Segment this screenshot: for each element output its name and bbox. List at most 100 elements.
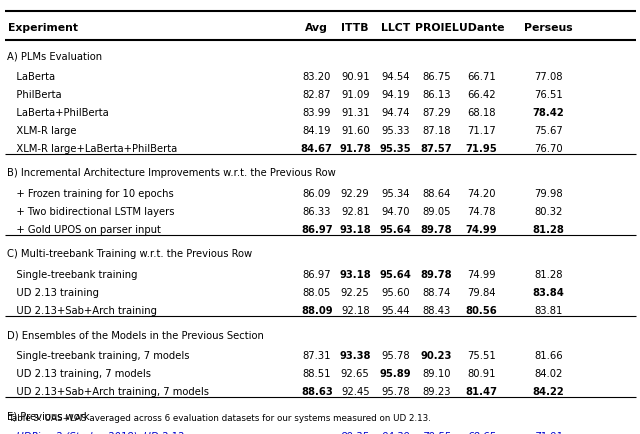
Text: UDPipe 2 (Straka, 2018), UD 2.12: UDPipe 2 (Straka, 2018), UD 2.12 — [7, 431, 184, 434]
Text: 89.78: 89.78 — [420, 270, 452, 279]
Text: 87.31: 87.31 — [303, 350, 331, 360]
Text: 95.89: 95.89 — [380, 368, 412, 378]
Text: 74.99: 74.99 — [467, 270, 495, 279]
Text: LLCT: LLCT — [381, 23, 410, 33]
Text: Table 3: UAS+LAS averaged across 6 evaluation datasets for our systems measured : Table 3: UAS+LAS averaged across 6 evalu… — [8, 413, 431, 422]
Text: 91.09: 91.09 — [341, 90, 369, 100]
Text: 84.22: 84.22 — [532, 386, 564, 396]
Text: 84.19: 84.19 — [303, 126, 331, 136]
Text: 66.42: 66.42 — [467, 90, 495, 100]
Text: 88.63: 88.63 — [301, 386, 333, 396]
Text: 92.18: 92.18 — [341, 305, 369, 315]
Text: LaBerta: LaBerta — [7, 72, 55, 82]
Text: 92.29: 92.29 — [341, 188, 369, 198]
Text: 77.08: 77.08 — [534, 72, 563, 82]
Text: 93.38: 93.38 — [339, 350, 371, 360]
Text: UD 2.13+Sab+Arch training, 7 models: UD 2.13+Sab+Arch training, 7 models — [7, 386, 209, 396]
Text: PROIEL: PROIEL — [415, 23, 458, 33]
Text: 95.78: 95.78 — [381, 386, 410, 396]
Text: Perseus: Perseus — [524, 23, 573, 33]
Text: 81.28: 81.28 — [534, 270, 563, 279]
Text: 79.55: 79.55 — [422, 431, 451, 434]
Text: 89.05: 89.05 — [422, 207, 451, 217]
Text: 94.70: 94.70 — [381, 207, 410, 217]
Text: 87.29: 87.29 — [422, 108, 451, 118]
Text: 95.35: 95.35 — [380, 144, 412, 154]
Text: 86.09: 86.09 — [303, 188, 331, 198]
Text: 83.84: 83.84 — [532, 287, 564, 297]
Text: 86.13: 86.13 — [422, 90, 451, 100]
Text: 68.18: 68.18 — [467, 108, 495, 118]
Text: C) Multi-treebank Training w.r.t. the Previous Row: C) Multi-treebank Training w.r.t. the Pr… — [7, 249, 252, 259]
Text: 89.10: 89.10 — [422, 368, 451, 378]
Text: 95.64: 95.64 — [380, 224, 412, 234]
Text: 92.45: 92.45 — [341, 386, 369, 396]
Text: UD 2.13+Sab+Arch training: UD 2.13+Sab+Arch training — [7, 305, 157, 315]
Text: 87.18: 87.18 — [422, 126, 451, 136]
Text: 93.18: 93.18 — [339, 224, 371, 234]
Text: 71.91: 71.91 — [534, 431, 563, 434]
Text: Single-treebank training: Single-treebank training — [7, 270, 138, 279]
Text: 83.99: 83.99 — [303, 108, 331, 118]
Text: 81.66: 81.66 — [534, 350, 563, 360]
Text: 79.84: 79.84 — [467, 287, 495, 297]
Text: + Two bidirectional LSTM layers: + Two bidirectional LSTM layers — [7, 207, 175, 217]
Text: 78.42: 78.42 — [532, 108, 564, 118]
Text: 80.32: 80.32 — [534, 207, 563, 217]
Text: 94.39: 94.39 — [381, 431, 410, 434]
Text: 74.99: 74.99 — [465, 224, 497, 234]
Text: 93.18: 93.18 — [339, 270, 371, 279]
Text: 89.78: 89.78 — [420, 224, 452, 234]
Text: 92.81: 92.81 — [341, 207, 369, 217]
Text: 89.23: 89.23 — [422, 386, 451, 396]
Text: 95.60: 95.60 — [381, 287, 410, 297]
Text: A) PLMs Evaluation: A) PLMs Evaluation — [7, 51, 102, 61]
Text: 95.64: 95.64 — [380, 270, 412, 279]
Text: PhilBerta: PhilBerta — [7, 90, 61, 100]
Text: LaBerta+PhilBerta: LaBerta+PhilBerta — [7, 108, 109, 118]
Text: 84.02: 84.02 — [534, 368, 563, 378]
Text: 95.78: 95.78 — [381, 350, 410, 360]
Text: 71.95: 71.95 — [465, 144, 497, 154]
Text: 94.19: 94.19 — [381, 90, 410, 100]
Text: 83.81: 83.81 — [534, 305, 563, 315]
Text: 84.67: 84.67 — [301, 144, 333, 154]
Text: E) Previous work: E) Previous work — [7, 410, 90, 420]
Text: 79.98: 79.98 — [534, 188, 563, 198]
Text: 88.64: 88.64 — [422, 188, 451, 198]
Text: 91.78: 91.78 — [339, 144, 371, 154]
Text: 92.25: 92.25 — [341, 287, 369, 297]
Text: UDante: UDante — [458, 23, 504, 33]
Text: XLM-R large: XLM-R large — [7, 126, 77, 136]
Text: 88.09: 88.09 — [301, 305, 333, 315]
Text: UD 2.13 training: UD 2.13 training — [7, 287, 99, 297]
Text: Avg: Avg — [305, 23, 328, 33]
Text: XLM-R large+LaBerta+PhilBerta: XLM-R large+LaBerta+PhilBerta — [7, 144, 177, 154]
Text: 90.23: 90.23 — [420, 350, 452, 360]
Text: 86.33: 86.33 — [303, 207, 331, 217]
Text: 74.20: 74.20 — [467, 188, 495, 198]
Text: 66.71: 66.71 — [467, 72, 495, 82]
Text: 83.20: 83.20 — [303, 72, 331, 82]
Text: 76.70: 76.70 — [534, 144, 563, 154]
Text: 82.87: 82.87 — [303, 90, 331, 100]
Text: 88.74: 88.74 — [422, 287, 451, 297]
Text: 71.17: 71.17 — [467, 126, 495, 136]
Text: 88.51: 88.51 — [303, 368, 331, 378]
Text: 88.05: 88.05 — [303, 287, 331, 297]
Text: 75.67: 75.67 — [534, 126, 563, 136]
Text: 95.33: 95.33 — [381, 126, 410, 136]
Text: 94.54: 94.54 — [381, 72, 410, 82]
Text: 81.47: 81.47 — [465, 386, 497, 396]
Text: 91.31: 91.31 — [341, 108, 369, 118]
Text: 80.56: 80.56 — [465, 305, 497, 315]
Text: ITTB: ITTB — [342, 23, 369, 33]
Text: 74.78: 74.78 — [467, 207, 495, 217]
Text: 89.35: 89.35 — [341, 431, 369, 434]
Text: 87.57: 87.57 — [420, 144, 452, 154]
Text: 86.75: 86.75 — [422, 72, 451, 82]
Text: 81.28: 81.28 — [532, 224, 564, 234]
Text: 80.91: 80.91 — [467, 368, 495, 378]
Text: + Frozen training for 10 epochs: + Frozen training for 10 epochs — [7, 188, 174, 198]
Text: Experiment: Experiment — [8, 23, 78, 33]
